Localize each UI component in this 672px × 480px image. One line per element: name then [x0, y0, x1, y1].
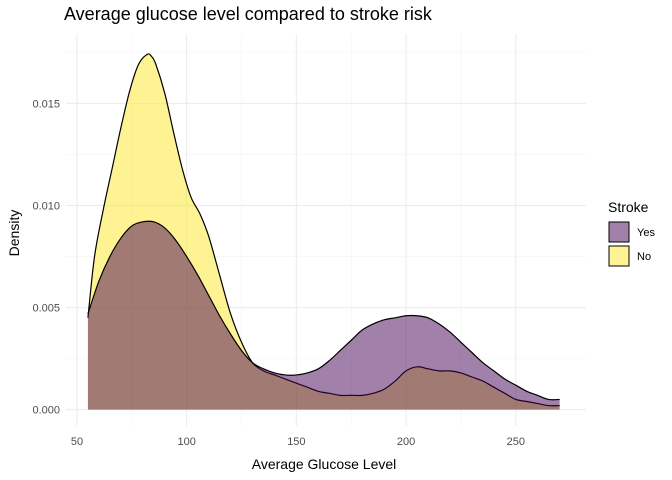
x-tick-label: 150: [287, 436, 305, 448]
legend-swatch-yes: [608, 221, 630, 243]
legend-label-yes: Yes: [637, 227, 655, 239]
chart-title: Average glucose level compared to stroke…: [64, 4, 433, 24]
density-areas: [87, 53, 560, 410]
x-tick-label: 250: [507, 436, 525, 448]
density-outline-yes: [87, 220, 560, 401]
y-tick-label: 0.015: [32, 98, 60, 110]
y-tick-label: 0.010: [32, 201, 60, 213]
legend-label-no: No: [637, 251, 651, 263]
x-tick-label: 200: [397, 436, 415, 448]
x-tick-label: 100: [177, 436, 195, 448]
y-axis-title: Density: [6, 210, 22, 257]
density-area-yes: [87, 221, 560, 410]
x-axis-ticks: 50 100 150 200 250: [71, 436, 525, 448]
y-tick-label: 0.000: [32, 405, 60, 417]
legend-swatch-no: [608, 245, 630, 267]
y-axis-ticks: 0.000 0.005 0.010 0.015: [32, 98, 60, 416]
legend: Stroke Yes No: [608, 199, 655, 267]
legend-title: Stroke: [608, 199, 649, 215]
x-tick-label: 50: [71, 436, 83, 448]
y-tick-label: 0.005: [32, 303, 60, 315]
x-axis-title: Average Glucose Level: [252, 456, 397, 472]
